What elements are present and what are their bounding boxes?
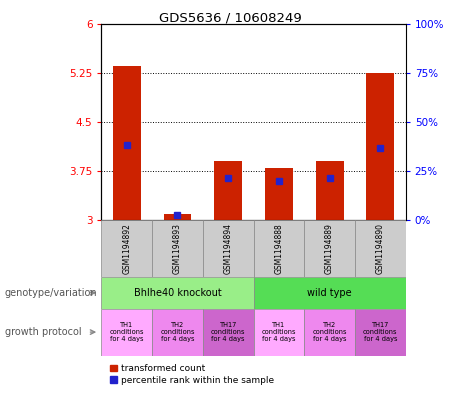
Bar xyxy=(355,220,406,277)
Bar xyxy=(254,309,304,356)
Bar xyxy=(304,220,355,277)
Text: TH2
conditions
for 4 days: TH2 conditions for 4 days xyxy=(160,322,195,342)
Text: genotype/variation: genotype/variation xyxy=(5,288,97,298)
Text: TH17
conditions
for 4 days: TH17 conditions for 4 days xyxy=(363,322,397,342)
Bar xyxy=(101,309,152,356)
Bar xyxy=(164,213,191,220)
Bar xyxy=(214,161,242,220)
Text: Bhlhe40 knockout: Bhlhe40 knockout xyxy=(134,288,221,298)
Bar xyxy=(254,277,406,309)
Text: GSM1194892: GSM1194892 xyxy=(122,223,131,274)
Bar xyxy=(101,277,254,309)
Text: TH1
conditions
for 4 days: TH1 conditions for 4 days xyxy=(262,322,296,342)
Text: GSM1194890: GSM1194890 xyxy=(376,223,385,274)
Bar xyxy=(366,73,394,220)
Bar xyxy=(152,220,203,277)
Bar xyxy=(113,66,141,220)
Legend: transformed count, percentile rank within the sample: transformed count, percentile rank withi… xyxy=(106,360,278,389)
Bar xyxy=(265,168,293,220)
Text: GSM1194888: GSM1194888 xyxy=(274,223,284,274)
Text: growth protocol: growth protocol xyxy=(5,327,81,337)
Bar xyxy=(304,309,355,356)
Text: GSM1194889: GSM1194889 xyxy=(325,223,334,274)
Bar xyxy=(254,220,304,277)
Text: TH2
conditions
for 4 days: TH2 conditions for 4 days xyxy=(313,322,347,342)
Bar xyxy=(203,309,254,356)
Bar xyxy=(101,220,152,277)
Bar xyxy=(316,161,343,220)
Text: TH1
conditions
for 4 days: TH1 conditions for 4 days xyxy=(110,322,144,342)
Text: GSM1194893: GSM1194893 xyxy=(173,223,182,274)
Text: GDS5636 / 10608249: GDS5636 / 10608249 xyxy=(159,12,302,25)
Text: TH17
conditions
for 4 days: TH17 conditions for 4 days xyxy=(211,322,245,342)
Text: wild type: wild type xyxy=(307,288,352,298)
Bar xyxy=(203,220,254,277)
Bar xyxy=(355,309,406,356)
Bar xyxy=(152,309,203,356)
Text: GSM1194894: GSM1194894 xyxy=(224,223,233,274)
